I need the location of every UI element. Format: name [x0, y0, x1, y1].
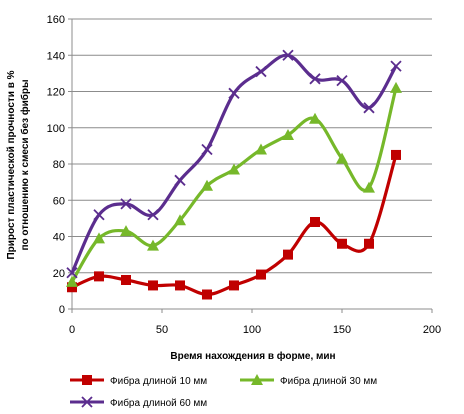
legend-marker	[81, 396, 93, 408]
data-point	[391, 149, 401, 160]
axes	[68, 18, 433, 313]
y-tick-label: 0	[59, 304, 65, 316]
y-tick-label: 140	[47, 50, 65, 62]
data-point	[66, 267, 78, 279]
x-tick-label: 50	[156, 324, 168, 336]
data-point	[147, 209, 159, 221]
data-point	[283, 249, 293, 260]
x-tick-labels: 0 50 100 150 200	[69, 324, 441, 336]
legend-label: Фибра длиной 30 мм	[280, 375, 377, 387]
data-point	[336, 74, 348, 87]
data-point	[228, 87, 240, 99]
data-point	[363, 181, 375, 193]
legend-marker	[251, 374, 263, 385]
data-point	[120, 225, 132, 237]
y-tick-label: 80	[53, 159, 65, 171]
y-tick-label: 120	[47, 87, 65, 99]
data-point	[229, 280, 239, 291]
series-line	[70, 87, 398, 283]
y-axis-title-line-1: Прирост пластической прочности в %	[6, 70, 17, 259]
y-tick-label: 20	[53, 268, 65, 280]
data-point	[310, 217, 320, 227]
y-tick-label: 160	[47, 14, 65, 26]
legend-label: Фибра длиной 10 мм	[110, 375, 207, 387]
data-point	[147, 239, 159, 251]
data-point	[174, 214, 186, 226]
data-point	[201, 143, 213, 156]
data-point	[148, 280, 158, 291]
data-point	[390, 81, 402, 93]
data-point	[201, 179, 213, 191]
data-point	[256, 269, 266, 280]
data-point	[202, 289, 212, 300]
data-point	[175, 280, 185, 291]
data-point	[121, 275, 131, 285]
data-point	[255, 65, 267, 78]
data-point	[282, 49, 294, 61]
series-1	[67, 149, 401, 300]
legend-item: Фибра длиной 30 мм	[240, 374, 377, 387]
data-point	[363, 102, 375, 114]
legend-item: Фибра длиной 60 мм	[70, 396, 207, 409]
data-point	[93, 209, 105, 221]
data-point	[228, 163, 240, 175]
data-point	[174, 174, 186, 186]
legend-label: Фибра длиной 60 мм	[110, 397, 207, 409]
data-point	[336, 152, 348, 164]
data-point	[94, 271, 104, 282]
x-axis-title: Время нахождения в форме, мин	[170, 350, 335, 362]
data-point	[93, 232, 105, 244]
data-point	[337, 238, 347, 249]
data-point	[66, 275, 78, 287]
data-point	[282, 129, 294, 140]
series-3	[66, 49, 402, 279]
grid-lines	[72, 18, 432, 274]
data-point	[309, 73, 321, 85]
x-tick-label: 200	[423, 324, 441, 336]
series-line	[71, 154, 398, 297]
data-point	[67, 282, 77, 293]
x-tick-label: 100	[243, 324, 261, 336]
legend: Фибра длиной 10 мм Фибра длиной 30 мм Фибр…	[70, 374, 377, 409]
y-tick-labels: 0 20 40 60 80 100 120 140 160	[47, 14, 65, 316]
y-tick-label: 100	[47, 123, 65, 135]
data-point	[364, 238, 374, 249]
data-point	[309, 112, 321, 124]
series	[66, 49, 402, 300]
y-axis-title-line-2: по отношению к смеси без фибры	[19, 79, 31, 250]
legend-item: Фибра длиной 10 мм	[70, 375, 207, 387]
legend-marker	[82, 375, 92, 385]
x-tick-label: 0	[69, 324, 75, 336]
data-point	[390, 60, 402, 72]
x-tick-label: 150	[333, 324, 351, 336]
y-tick-label: 60	[53, 195, 65, 207]
y-tick-label: 40	[53, 232, 65, 244]
series-2	[66, 81, 402, 287]
data-point	[120, 198, 132, 210]
data-point	[255, 143, 267, 155]
